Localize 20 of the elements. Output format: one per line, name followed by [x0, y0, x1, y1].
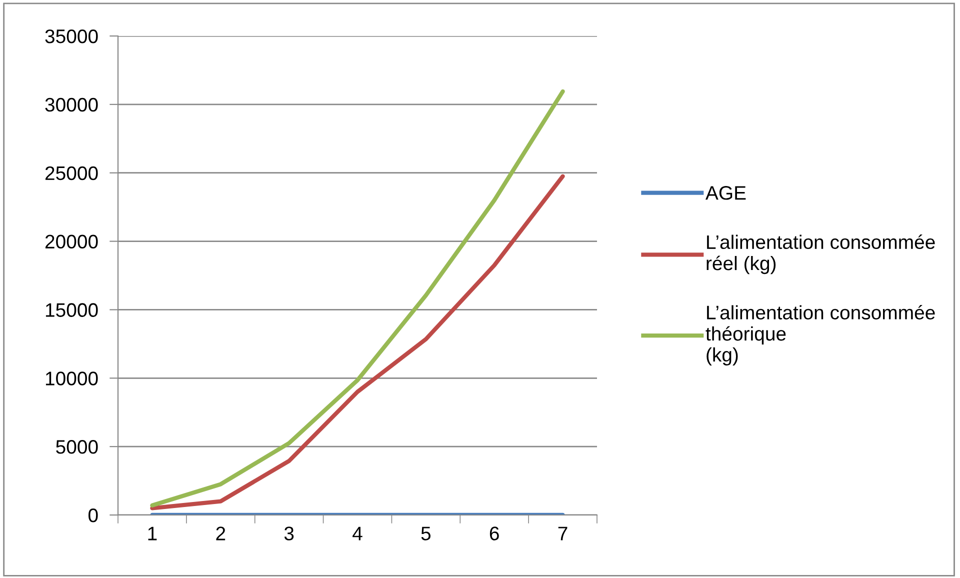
line-series [150, 89, 565, 508]
y-tick-label: 5000 [56, 440, 98, 454]
legend-label: L’alimentation consommée réel (kg) [706, 234, 935, 274]
y-tick-label: 35000 [45, 29, 98, 44]
y-tick-label: 10000 [46, 372, 98, 386]
x-tick-label: 4 [352, 526, 362, 540]
x-tick-label: 5 [421, 526, 431, 540]
x-tick-label: 1 [148, 526, 157, 540]
y-tick-label: 15000 [46, 303, 98, 317]
x-tick-label: 7 [558, 526, 568, 540]
y-tick-label: 25000 [45, 166, 98, 180]
y-tick-label: 20000 [45, 234, 98, 249]
x-tick-label: 6 [490, 526, 499, 540]
line-series [150, 174, 565, 510]
legend-label: AGE [706, 186, 746, 200]
y-tick-label: 30000 [45, 98, 98, 112]
x-tick-label: 3 [284, 526, 294, 540]
x-tick-label: 2 [216, 526, 226, 540]
legend-label: L’alimentation consommée théorique (kg) [706, 304, 935, 366]
y-tick-label: 0 [88, 508, 98, 522]
